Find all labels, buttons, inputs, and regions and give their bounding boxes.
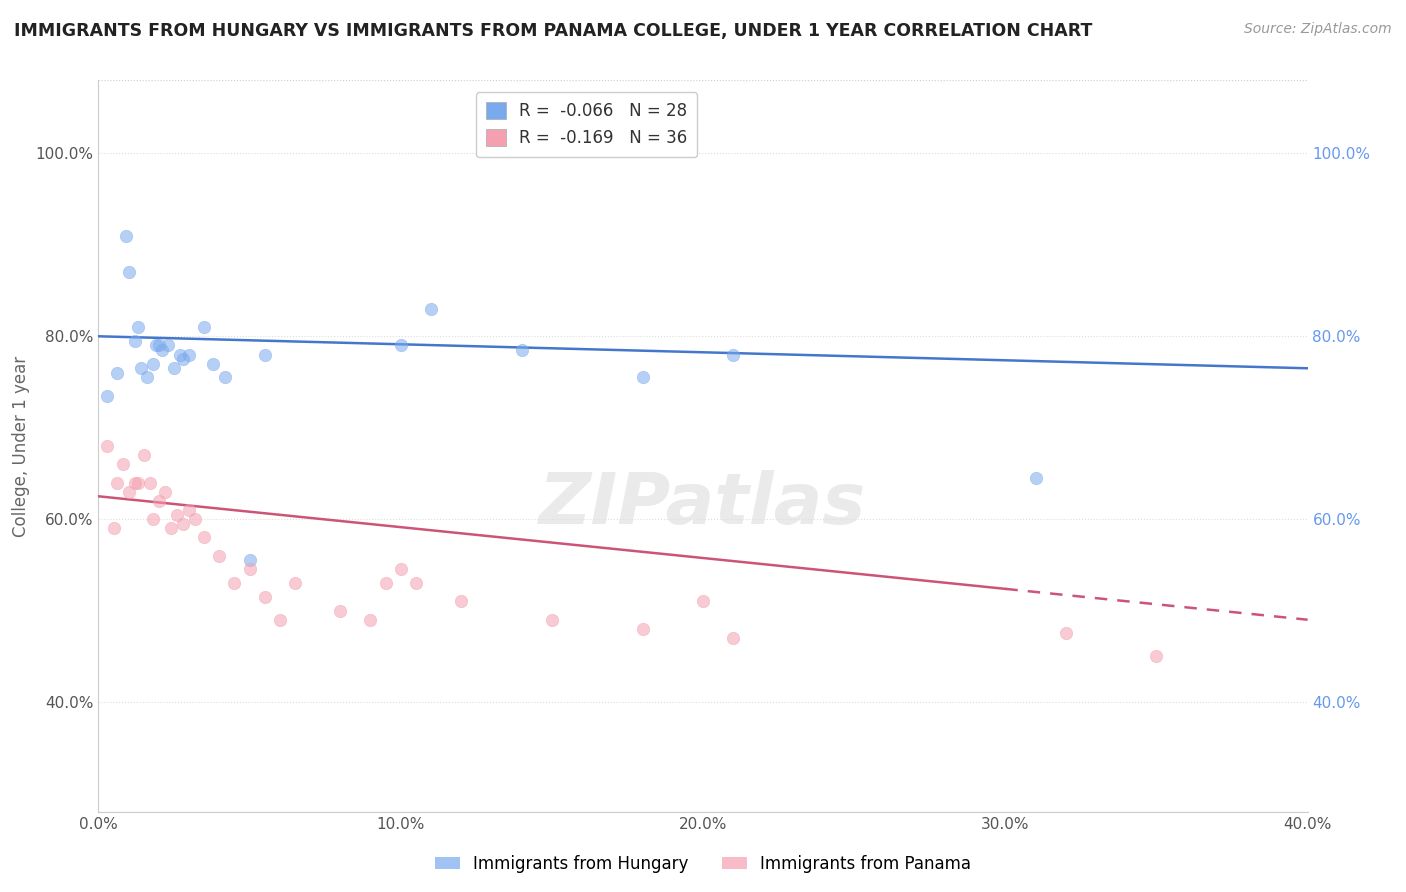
Point	[172, 352, 194, 367]
Point	[208, 549, 231, 563]
Point	[374, 576, 396, 591]
Point	[124, 334, 146, 348]
Point	[179, 347, 201, 362]
Point	[111, 457, 134, 471]
Point	[127, 320, 149, 334]
Point	[1144, 649, 1167, 664]
Point	[284, 576, 307, 591]
Point	[96, 439, 118, 453]
Point	[105, 366, 128, 380]
Point	[214, 370, 236, 384]
Point	[118, 484, 141, 499]
Point	[389, 562, 412, 576]
Point	[142, 512, 165, 526]
Point	[163, 361, 186, 376]
Point	[184, 512, 207, 526]
Point	[132, 448, 155, 462]
Text: IMMIGRANTS FROM HUNGARY VS IMMIGRANTS FROM PANAMA COLLEGE, UNDER 1 YEAR CORRELAT: IMMIGRANTS FROM HUNGARY VS IMMIGRANTS FR…	[14, 22, 1092, 40]
Point	[129, 361, 152, 376]
Point	[193, 320, 215, 334]
Point	[96, 389, 118, 403]
Point	[169, 347, 191, 362]
Point	[160, 521, 183, 535]
Point	[135, 370, 157, 384]
Point	[631, 622, 654, 636]
Point	[510, 343, 533, 357]
Text: Source: ZipAtlas.com: Source: ZipAtlas.com	[1244, 22, 1392, 37]
Point	[239, 553, 262, 567]
Point	[450, 594, 472, 608]
Point	[139, 475, 162, 490]
Point	[124, 475, 146, 490]
Point	[631, 370, 654, 384]
Point	[540, 613, 562, 627]
Point	[156, 338, 179, 352]
Point	[239, 562, 262, 576]
Point	[105, 475, 128, 490]
Point	[420, 301, 443, 316]
Point	[148, 494, 170, 508]
Point	[1024, 471, 1046, 485]
Y-axis label: College, Under 1 year: College, Under 1 year	[13, 355, 30, 537]
Legend: R =  -0.066   N = 28, R =  -0.169   N = 36: R = -0.066 N = 28, R = -0.169 N = 36	[475, 92, 697, 157]
Text: ZIPatlas: ZIPatlas	[540, 470, 866, 539]
Point	[179, 503, 201, 517]
Point	[1054, 626, 1077, 640]
Point	[118, 265, 141, 279]
Point	[269, 613, 291, 627]
Point	[145, 338, 167, 352]
Legend: Immigrants from Hungary, Immigrants from Panama: Immigrants from Hungary, Immigrants from…	[429, 848, 977, 880]
Point	[329, 603, 352, 617]
Point	[127, 475, 149, 490]
Point	[153, 484, 176, 499]
Point	[253, 347, 276, 362]
Point	[692, 594, 714, 608]
Point	[224, 576, 246, 591]
Point	[405, 576, 427, 591]
Point	[114, 228, 136, 243]
Point	[253, 590, 276, 604]
Point	[389, 338, 412, 352]
Point	[142, 357, 165, 371]
Point	[360, 613, 382, 627]
Point	[103, 521, 125, 535]
Point	[193, 530, 215, 544]
Point	[148, 338, 170, 352]
Point	[202, 357, 225, 371]
Point	[172, 516, 194, 531]
Point	[723, 631, 745, 645]
Point	[150, 343, 173, 357]
Point	[166, 508, 188, 522]
Point	[723, 347, 745, 362]
